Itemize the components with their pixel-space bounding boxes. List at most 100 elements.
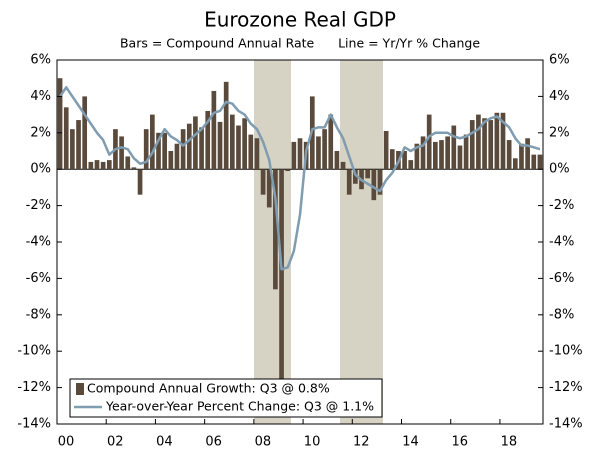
bar [408,160,414,170]
bar [445,136,450,170]
y-tick-label: -8% [26,307,51,322]
x-tick-label: 18 [501,435,518,450]
x-tick-label: 08 [255,435,272,450]
bar [137,169,143,195]
y2-tick-label: -2% [549,198,574,213]
bar [248,134,254,170]
bar [100,161,106,170]
bar [143,129,149,170]
plot-frame [56,59,544,425]
y2-tick-label: -4% [549,235,574,250]
bar [531,154,537,170]
bar [469,120,475,170]
chart-title: Eurozone Real GDP [204,8,396,32]
bar [266,169,272,208]
y2-tick-label: 0% [549,162,570,177]
bar [279,169,284,384]
bar [180,129,186,170]
x-tick-label: 04 [156,435,173,450]
x-tick-label: 02 [107,435,124,450]
bar [70,129,75,170]
bar [223,81,229,170]
bar [174,143,180,170]
legend-label: Year-over-Year Percent Change: Q3 @ 1.1% [105,399,374,414]
bar [217,121,223,170]
bar [371,169,377,201]
bar [119,136,124,170]
bar [346,169,352,195]
bar [414,143,420,170]
bar [506,140,512,170]
chart-subtitle: Bars = Compound Annual Rate Line = Yr/Yr… [120,36,480,51]
bar [537,154,543,170]
bar [482,118,487,170]
y2-tick-label: -8% [549,307,574,322]
line [59,86,541,271]
bar [512,158,518,170]
bar [365,169,371,179]
y2-tick-label: -14% [549,417,583,432]
y-tick-label: 0% [30,162,51,177]
y-tick-label: -10% [17,344,51,359]
bar [433,141,438,170]
bar [199,127,204,170]
bar [451,125,457,170]
bar [125,156,131,170]
bar [229,114,235,170]
y2-tick-label: -10% [549,344,583,359]
bar [162,132,167,170]
bar [402,151,407,170]
y2-tick-label: 6% [549,53,570,68]
bar [488,120,494,170]
y-tick-label: 2% [30,125,51,140]
bar [131,167,137,170]
legend-box [69,378,383,418]
bar [236,125,241,170]
bar [285,169,291,172]
bar [500,112,506,170]
bar [426,114,432,170]
bar [168,151,174,170]
x-tick-label: 00 [58,435,75,450]
x-tick-label: 10 [304,435,321,450]
y-tick-label: 6% [30,53,51,68]
bar [211,90,217,170]
bar [76,120,81,170]
bar [88,161,94,170]
bar [254,138,260,170]
y-tick-label: -12% [17,380,51,395]
bar [476,114,481,170]
bar [457,145,463,170]
bar [63,107,69,170]
bar [186,123,192,170]
bar [389,149,395,170]
recession-shade [340,60,383,424]
bar [242,118,247,170]
bar [383,130,389,170]
bar [519,143,524,170]
bar [439,140,444,170]
bar [273,169,278,290]
x-tick-label: 12 [353,435,370,450]
bar [322,129,327,170]
bar [205,110,211,170]
bar [297,138,303,170]
bar [420,136,426,170]
bar [82,96,88,170]
recession-shade [254,60,291,424]
bar [316,136,321,170]
x-tick-label: 06 [205,435,222,450]
bar [193,116,198,170]
y-tick-label: 4% [30,89,51,104]
y2-tick-label: 4% [549,89,570,104]
y-tick-label: -2% [26,198,51,213]
bar [57,78,63,170]
bar [340,161,346,170]
bar [377,169,383,195]
bar [334,151,340,170]
bar [291,141,297,170]
bar [156,132,161,170]
bar [525,138,530,170]
y-tick-label: -4% [26,235,51,250]
